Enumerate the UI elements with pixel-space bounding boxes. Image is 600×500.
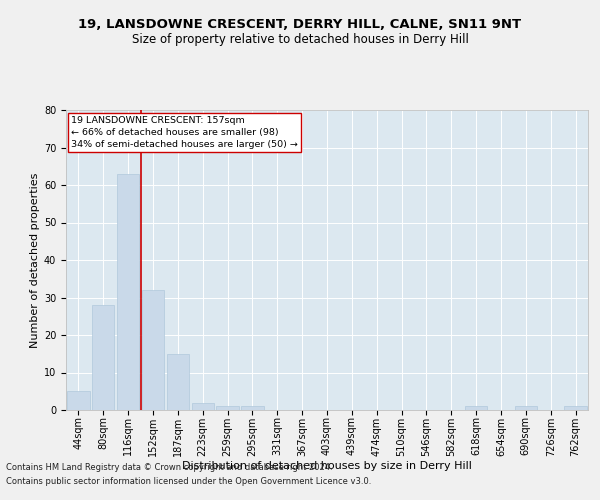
Text: Contains HM Land Registry data © Crown copyright and database right 2024.: Contains HM Land Registry data © Crown c… [6, 464, 332, 472]
Text: 19, LANSDOWNE CRESCENT, DERRY HILL, CALNE, SN11 9NT: 19, LANSDOWNE CRESCENT, DERRY HILL, CALN… [79, 18, 521, 30]
Bar [167, 354, 189, 410]
Bar [515, 406, 537, 410]
Bar [142, 290, 164, 410]
Bar [191, 402, 214, 410]
Bar [465, 406, 487, 410]
Text: Contains public sector information licensed under the Open Government Licence v3: Contains public sector information licen… [6, 477, 371, 486]
Bar [565, 406, 587, 410]
Y-axis label: Number of detached properties: Number of detached properties [30, 172, 40, 348]
Text: Size of property relative to detached houses in Derry Hill: Size of property relative to detached ho… [131, 32, 469, 46]
Bar [217, 406, 239, 410]
Bar [241, 406, 263, 410]
Bar [67, 391, 89, 410]
X-axis label: Distribution of detached houses by size in Derry Hill: Distribution of detached houses by size … [182, 461, 472, 471]
Text: 19 LANSDOWNE CRESCENT: 157sqm
← 66% of detached houses are smaller (98)
34% of s: 19 LANSDOWNE CRESCENT: 157sqm ← 66% of d… [71, 116, 298, 148]
Bar [117, 174, 139, 410]
Bar [92, 305, 115, 410]
